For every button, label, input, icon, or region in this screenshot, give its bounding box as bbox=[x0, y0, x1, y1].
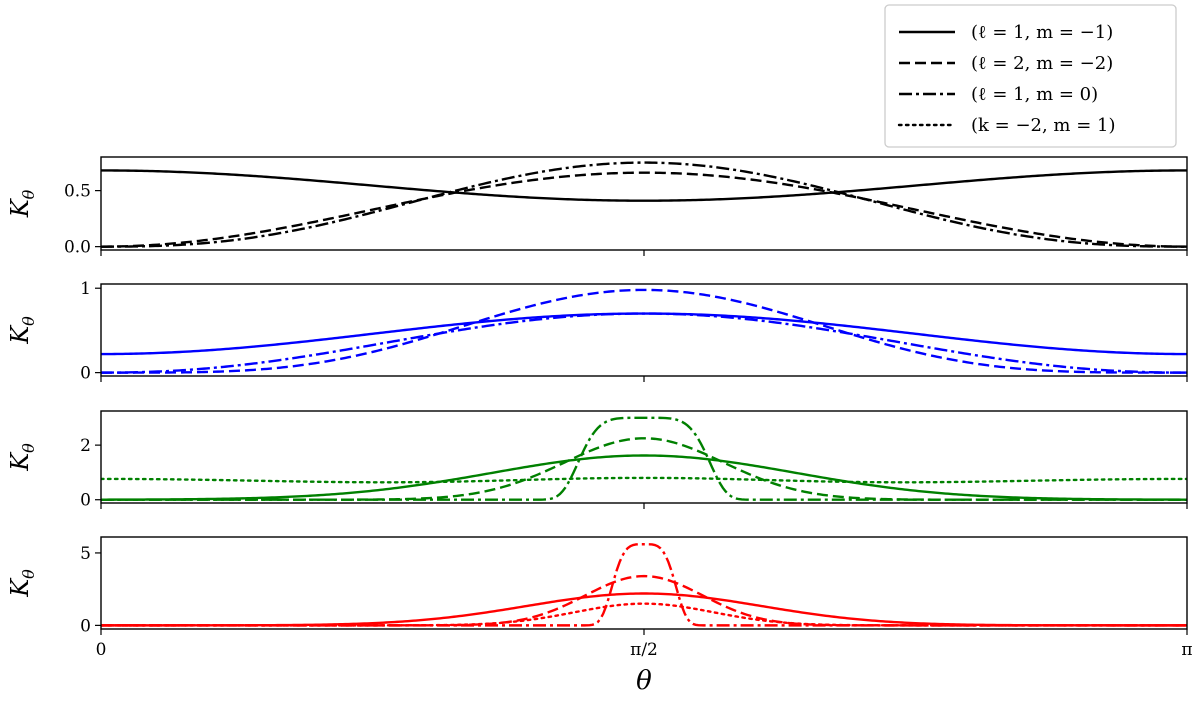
x-axis: 0 π/2 π θ bbox=[96, 640, 1193, 696]
y-tick-label: 0 bbox=[80, 616, 91, 636]
series-line-dashed bbox=[101, 288, 1187, 374]
y-tick-label: 0.0 bbox=[64, 238, 91, 258]
panel-3: 0 2 Kθ bbox=[6, 410, 1188, 511]
panel-frame bbox=[100, 410, 1188, 504]
series-line-dashdot bbox=[101, 416, 1187, 501]
y-axis-label: Kθ bbox=[6, 443, 38, 472]
panel-frame bbox=[100, 536, 1188, 630]
legend-label: (k = −2, m = 1) bbox=[971, 115, 1116, 136]
y-tick-label: 0.5 bbox=[64, 182, 91, 202]
y-axis-label: Kθ bbox=[6, 316, 38, 345]
chart-panels: 0.0 0.5 Kθ 0 1 Kθ 0 2 Kθ 0 5 Kθ bbox=[6, 156, 1188, 636]
series-line-dashed bbox=[101, 171, 1187, 248]
series-line-dashdot bbox=[101, 543, 1187, 627]
series-line-solid bbox=[101, 169, 1187, 202]
y-tick-label: 0 bbox=[80, 364, 91, 384]
y-tick-label: 0 bbox=[80, 491, 91, 511]
series-line-dashdot bbox=[101, 161, 1187, 248]
series-line-solid bbox=[101, 312, 1187, 356]
panel-2-series bbox=[101, 288, 1187, 374]
series-line-dashed bbox=[101, 437, 1187, 501]
series-line-dotted bbox=[101, 476, 1187, 484]
x-axis-label: θ bbox=[636, 666, 652, 696]
series-line-solid bbox=[101, 454, 1187, 501]
series-line-dashed bbox=[101, 574, 1187, 627]
legend-label: (ℓ = 1, m = 0) bbox=[971, 84, 1098, 105]
panel-4-series bbox=[101, 543, 1187, 627]
legend-label: (ℓ = 1, m = −1) bbox=[971, 22, 1113, 43]
x-tick-label: 0 bbox=[96, 640, 107, 660]
series-line-solid bbox=[101, 592, 1187, 627]
panel-1-series bbox=[101, 161, 1187, 248]
panel-2: 0 1 Kθ bbox=[6, 279, 1188, 384]
x-tick-label: π bbox=[1181, 640, 1192, 660]
legend-label: (ℓ = 2, m = −2) bbox=[971, 53, 1113, 74]
legend-box bbox=[884, 4, 1177, 148]
panel-1: 0.0 0.5 Kθ bbox=[6, 156, 1188, 258]
legend: (ℓ = 1, m = −1) (ℓ = 2, m = −2) (ℓ = 1, m … bbox=[884, 4, 1177, 148]
y-tick-label: 1 bbox=[80, 279, 91, 299]
panel-4: 0 5 Kθ bbox=[6, 536, 1188, 636]
y-axis-label: Kθ bbox=[6, 569, 38, 598]
y-axis-label: Kθ bbox=[6, 189, 38, 218]
series-line-dotted bbox=[101, 602, 1187, 627]
y-tick-label: 5 bbox=[80, 544, 91, 564]
panel-3-series bbox=[101, 416, 1187, 501]
y-tick-label: 2 bbox=[80, 436, 91, 456]
series-line-dashdot bbox=[101, 312, 1187, 374]
x-tick-label: π/2 bbox=[630, 640, 658, 660]
